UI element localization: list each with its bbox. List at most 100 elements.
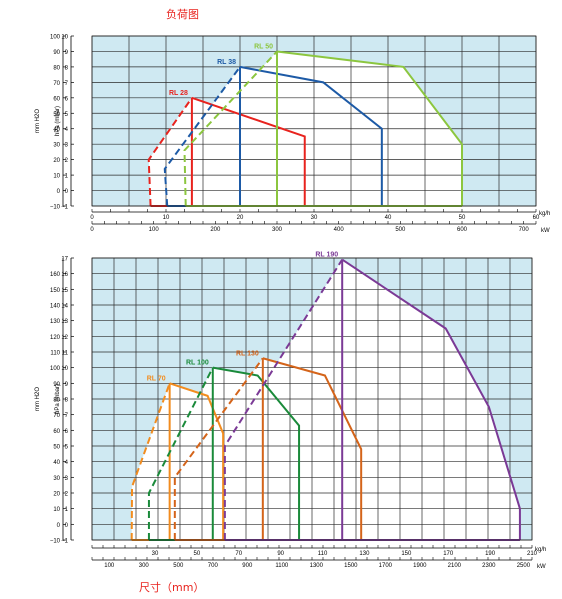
mmh2o-tick-label: 140 (50, 304, 61, 310)
kgh-tick-label: 90 (277, 551, 284, 557)
kgh-tick-label: 10 (163, 215, 170, 221)
load-chart-large: −101234567891011121314151617−10010203040… (35, 252, 546, 570)
mmh2o-tick-label: 90 (53, 50, 60, 56)
kw-tick-label: 2100 (448, 563, 462, 569)
kgh-tick-label: 110 (318, 551, 328, 557)
hpa-tick-label: 3 (65, 476, 69, 482)
kw-tick-label: 600 (457, 227, 468, 233)
series-line-dashed (163, 66, 241, 207)
kw-unit-label: kW (537, 564, 546, 570)
series-label: RL 190 (315, 252, 338, 259)
kgh-tick-label: 70 (235, 551, 242, 557)
kgh-unit-label: kg/h (539, 211, 550, 217)
hpa-tick-label: 6 (65, 96, 69, 102)
hpa-tick-label: 4 (65, 127, 69, 133)
hpa-tick-label: 0 (65, 189, 69, 195)
hpa-tick-label: −1 (61, 205, 69, 211)
hpa-tick-label: 0 (65, 523, 69, 529)
kgh-tick-label: 30 (152, 551, 159, 557)
mmh2o-tick-label: 60 (53, 429, 60, 435)
mmh2o-tick-label: 10 (53, 507, 60, 513)
hpa-tick-label: 8 (65, 398, 69, 404)
kw-tick-label: 1700 (379, 563, 393, 569)
kw-tick-label: 2300 (482, 563, 496, 569)
mmh2o-tick-label: 120 (50, 335, 61, 341)
hpa-tick-label: 10 (61, 366, 68, 372)
mmh2o-tick-label: −10 (50, 205, 61, 211)
kw-tick-label: 1900 (413, 563, 427, 569)
series-line-dashed (147, 97, 193, 207)
kgh-tick-label: 40 (385, 215, 392, 221)
hpa-tick-label: 6 (65, 429, 69, 435)
kgh-tick-label: 170 (443, 551, 454, 557)
load-chart-small: −1012345678910−100102030405060708090100m… (35, 35, 550, 235)
kw-tick-label: 1300 (310, 563, 324, 569)
mmh2o-tick-label: 0 (57, 189, 61, 195)
hpa-tick-label: 14 (61, 304, 68, 310)
hpa-tick-label: 7 (65, 81, 69, 87)
kgh-tick-label: 130 (359, 551, 370, 557)
series-line-dashed (130, 382, 171, 541)
series-line-solid (239, 65, 383, 206)
mmh2o-tick-label: 80 (53, 398, 60, 404)
hpa-tick-label: 12 (61, 335, 68, 341)
hpa-tick-label: 9 (65, 50, 69, 56)
mmh2o-tick-label: 50 (53, 445, 60, 451)
mmh2o-tick-label: 70 (53, 81, 60, 87)
kw-tick-label: 200 (210, 227, 221, 233)
kw-tick-label: 1100 (275, 563, 289, 569)
hpa-tick-label: 2 (65, 492, 69, 498)
kgh-tick-label: 190 (485, 551, 496, 557)
hpa-tick-label: 11 (62, 351, 69, 357)
hpa-tick-label: 5 (65, 445, 69, 451)
series-label: RL 130 (236, 350, 259, 357)
kw-tick-label: 1500 (344, 563, 358, 569)
series-line-dashed (223, 259, 344, 540)
kgh-tick-label: 50 (459, 215, 466, 221)
kw-tick-label: 500 (173, 563, 184, 569)
kw-tick-label: 100 (149, 227, 160, 233)
series-line-solid (341, 258, 521, 540)
series-label: RL 50 (254, 43, 273, 50)
mmh2o-tick-label: 30 (53, 476, 60, 482)
series-line-solid (191, 96, 306, 206)
mmh2o-tick-label: 150 (50, 288, 61, 294)
mmh2o-axis-title: mm H2O (35, 387, 41, 411)
kw-tick-label: 0 (90, 227, 94, 233)
series-label: RL 38 (217, 59, 236, 66)
mmh2o-tick-label: 20 (53, 158, 60, 164)
series-label: RL 100 (186, 360, 209, 367)
mmh2o-tick-label: 30 (53, 143, 60, 149)
series-line-solid (212, 366, 301, 540)
series-line-dashed (183, 50, 278, 207)
hpa-tick-label: 8 (65, 65, 69, 71)
series-line-solid (276, 50, 463, 206)
mmh2o-tick-label: 60 (53, 96, 60, 102)
series-line-dashed (147, 367, 214, 540)
hpa-tick-label: 1 (65, 174, 69, 180)
hpa-tick-label: 4 (65, 460, 69, 466)
kw-tick-label: 400 (334, 227, 345, 233)
kw-tick-label: 700 (519, 227, 530, 233)
hpa-tick-label: 17 (61, 257, 68, 263)
mmh2o-tick-label: 50 (53, 112, 60, 118)
mmh2o-tick-label: −10 (50, 539, 61, 545)
mmh2o-tick-label: 130 (50, 319, 61, 325)
hpa-tick-label: 3 (65, 143, 69, 149)
kw-tick-label: 100 (104, 563, 115, 569)
kgh-tick-label: 20 (237, 215, 244, 221)
hpa-tick-label: 5 (65, 112, 69, 118)
plot-frame (91, 257, 533, 541)
hpa-tick-label: 2 (65, 158, 69, 164)
kgh-tick-label: 210 (527, 551, 538, 557)
kw-unit-label: kW (541, 228, 550, 234)
kgh-tick-label: 150 (401, 551, 412, 557)
mmh2o-axis-title: mm H2O (35, 109, 41, 133)
kw-tick-label: 700 (208, 563, 219, 569)
series-label: RL 70 (147, 375, 166, 382)
mmh2o-tick-label: 0 (57, 523, 61, 529)
chart-heading-bottom: 尺寸（mm） (139, 581, 205, 594)
hpa-axis-title: hPa (mbar) (55, 384, 61, 414)
kgh-tick-label: 60 (533, 215, 540, 221)
mmh2o-tick-label: 70 (53, 413, 60, 419)
